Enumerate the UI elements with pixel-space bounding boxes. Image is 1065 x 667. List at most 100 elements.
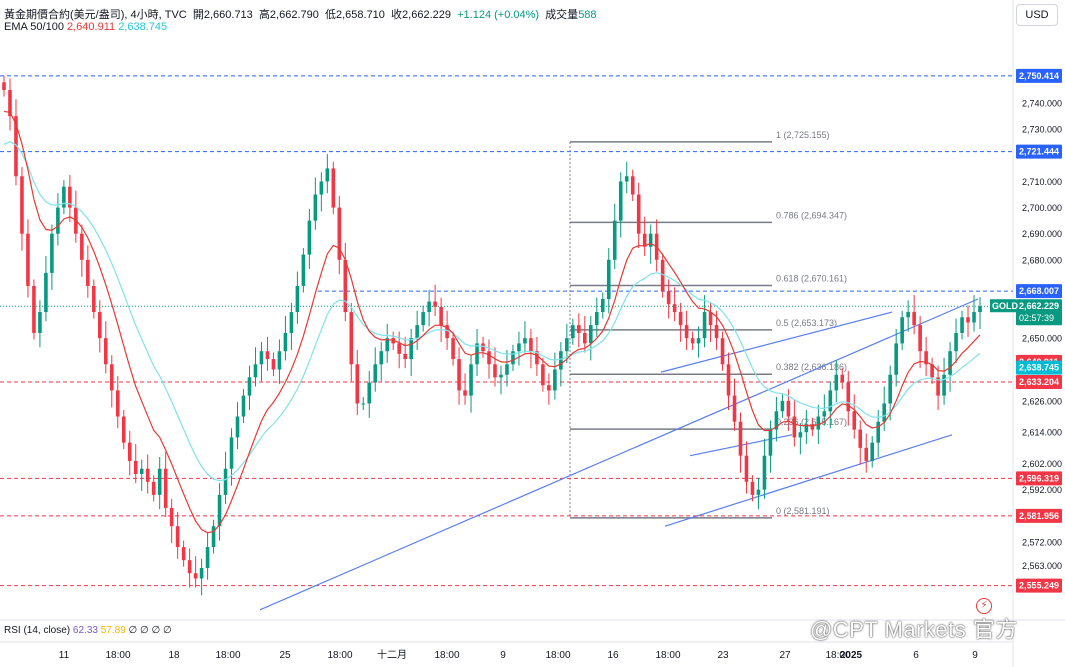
candle-body: [541, 364, 545, 386]
price-tag-label: 2,633.204: [1019, 377, 1059, 387]
candle-body: [636, 194, 641, 234]
candle-body: [529, 338, 533, 352]
candle-body: [888, 374, 892, 404]
watermark: @CPT Markets 官方: [810, 617, 1018, 642]
candle-body: [511, 351, 515, 365]
ema100-line: [3, 141, 981, 482]
candle-body: [744, 455, 749, 482]
price-tick-label: 2,730.000: [1022, 125, 1062, 135]
price-tag: [1016, 578, 1062, 593]
candle-body: [942, 374, 946, 396]
candle-body: [630, 176, 635, 195]
candle-body: [852, 411, 857, 430]
candle-body: [409, 338, 413, 360]
candle-body: [559, 351, 563, 370]
rsi-label: RSI (14, close): [4, 625, 71, 636]
candle-body: [56, 207, 60, 234]
change-value: +1.124 (+0.04%): [457, 9, 540, 21]
candle-body: [397, 343, 401, 354]
candle-body: [666, 291, 671, 305]
time-tick-label: 2025: [840, 650, 863, 661]
candle-body: [732, 395, 737, 422]
candle-body: [714, 325, 719, 339]
candle-body: [894, 343, 898, 375]
candle-body: [199, 567, 204, 579]
time-tick-label: 18:00: [655, 650, 680, 661]
candle-body: [103, 338, 108, 365]
candle-body: [618, 181, 623, 221]
candle-body: [98, 312, 102, 339]
price-tick-label: 2,710.000: [1022, 177, 1062, 187]
fib-level-label: 1 (2,725.155): [776, 130, 830, 140]
volume-value: 588: [578, 9, 597, 21]
symbol-tag-label: GOLD: [992, 301, 1018, 311]
candle-body: [750, 481, 755, 495]
candle-body: [367, 382, 372, 404]
candle-body: [379, 351, 384, 365]
candle-body: [708, 312, 713, 326]
candle-body: [361, 403, 366, 405]
open-value: 2,660.713: [203, 9, 253, 21]
candle-body: [457, 359, 461, 391]
candle-body: [439, 306, 443, 326]
price-tag-label: 2,581.956: [1019, 511, 1059, 521]
trendline-long: [259, 298, 979, 611]
candle-body: [385, 338, 390, 352]
price-tag: [1016, 144, 1062, 159]
candle-body: [535, 351, 539, 365]
candle-body: [115, 390, 120, 417]
candle-body: [583, 332, 587, 344]
candle-body: [756, 489, 761, 495]
alert-bolt-icon[interactable]: ⚡: [976, 598, 992, 614]
candle-body: [271, 359, 276, 370]
candle-body: [690, 338, 695, 344]
rsi-legend[interactable]: RSI (14, close) 62.33 57.89 ∅ ∅ ∅ ∅: [4, 625, 172, 636]
candle-body: [313, 194, 318, 221]
candle-body: [870, 442, 875, 461]
candle-body: [169, 507, 174, 527]
chart-header: 黃金期價合約(美元/盎司), 4小時, TVC 開2,660.713 高2,66…: [4, 9, 597, 21]
candle-body: [20, 176, 24, 234]
time-tick-label: 16: [607, 650, 619, 661]
candle-body: [792, 416, 797, 438]
candle-body: [253, 364, 258, 378]
time-tick-label: 11: [59, 650, 70, 661]
price-tick-label: 2,650.000: [1022, 334, 1062, 344]
currency-button[interactable]: USD: [1016, 4, 1058, 26]
candle-body: [642, 233, 647, 247]
candle-body: [840, 374, 845, 383]
candle-body: [373, 364, 378, 383]
price-tick-label: 2,626.000: [1022, 396, 1062, 406]
ema-legend[interactable]: EMA 50/100 2,640.911 2,638.745: [4, 21, 167, 33]
candle-body: [786, 400, 791, 417]
candle-body: [301, 254, 306, 286]
candle-body: [648, 233, 653, 247]
price-tag-timer: 02:57:39: [1019, 313, 1054, 323]
candle-body: [726, 364, 731, 396]
candle-body: [918, 325, 922, 352]
candle-body: [187, 560, 192, 574]
close-value: 2,662.229: [402, 9, 451, 21]
candle-body: [481, 343, 485, 352]
candle-body: [92, 285, 96, 313]
candle-body: [606, 259, 611, 299]
price-tag-label: 2,668.007: [1019, 286, 1059, 296]
candle-body: [127, 442, 132, 461]
price-tick-label: 2,572.000: [1022, 537, 1062, 547]
candle-body: [319, 181, 324, 195]
price-tag-label: 2,750.414: [1019, 71, 1059, 81]
candle-body: [175, 526, 180, 548]
candles: [2, 75, 982, 596]
time-tick-label: 25: [279, 650, 291, 661]
price-tag-label: 2,596.319: [1019, 473, 1059, 483]
time-tick-label: 23: [717, 650, 729, 661]
candle-body: [906, 312, 910, 318]
time-axis: 11 18:00 18 18:00 25 18:00 十二月 18:00 9 18:00 16 18:…: [59, 648, 978, 661]
fib-level-label: 0.5 (2,653.173): [776, 318, 837, 328]
candle-body: [846, 382, 851, 412]
candle-body: [678, 312, 683, 326]
candle-body: [960, 317, 964, 333]
candle-body: [858, 429, 863, 448]
candle-body: [864, 447, 869, 461]
